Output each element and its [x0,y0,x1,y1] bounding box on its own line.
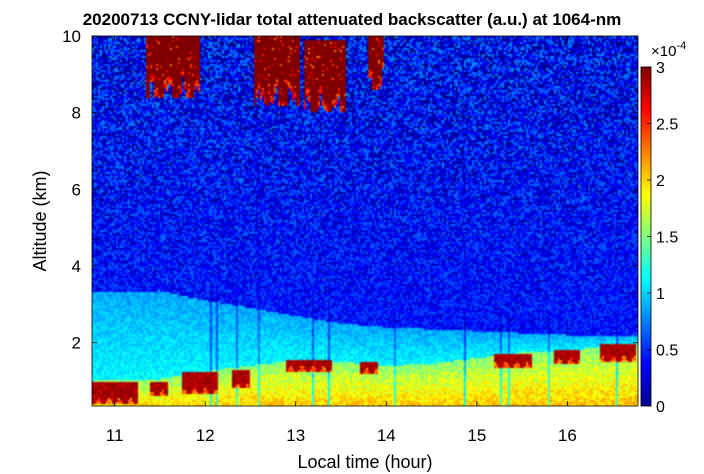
x-tick-label: 16 [558,426,577,445]
chart-title: 20200713 CCNY-lidar total attenuated bac… [83,10,622,29]
x-tick-label: 11 [106,426,124,445]
x-axis: 11 12 13 14 15 16 [106,36,577,445]
y-tick-label: 2 [72,334,81,353]
x-tick-label: 13 [286,426,305,445]
colorbar-tick-label: 0 [656,399,665,416]
colorbar-tick-label: 2 [656,173,665,190]
colorbar-exponent: ×10-4 [651,40,686,60]
x-tick-label: 15 [467,426,486,445]
plot-area [91,35,639,407]
y-tick-label: 8 [72,104,81,123]
plot-frame [91,35,639,407]
colorbar-exponent-base: ×10 [651,43,676,60]
x-axis-label: Local time (hour) [297,452,432,472]
y-tick-label: 10 [62,27,81,46]
colorbar-ticks: 0 0.5 1 1.5 2 2.5 3 [647,60,678,416]
x-tick-label: 12 [196,426,215,445]
colorbar-tick-label: 2.5 [656,117,678,134]
y-tick-label: 4 [72,257,81,276]
colorbar-tick-label: 1.5 [656,230,678,247]
x-tick-label: 14 [377,426,396,445]
backscatter-heatmap [92,36,638,406]
y-axis: 2 4 6 8 10 [62,27,638,353]
colorbar-tick-label: 3 [656,60,665,77]
colorbar-exponent-power: -4 [676,40,686,52]
y-tick-label: 6 [72,180,81,199]
colorbar-tick-label: 0.5 [656,343,678,360]
y-axis-label: Altitude (km) [30,170,50,271]
colorbar-tick-label: 1 [656,286,665,303]
colorbar: 0 0.5 1 1.5 2 2.5 3 ×10-4 [640,40,686,416]
